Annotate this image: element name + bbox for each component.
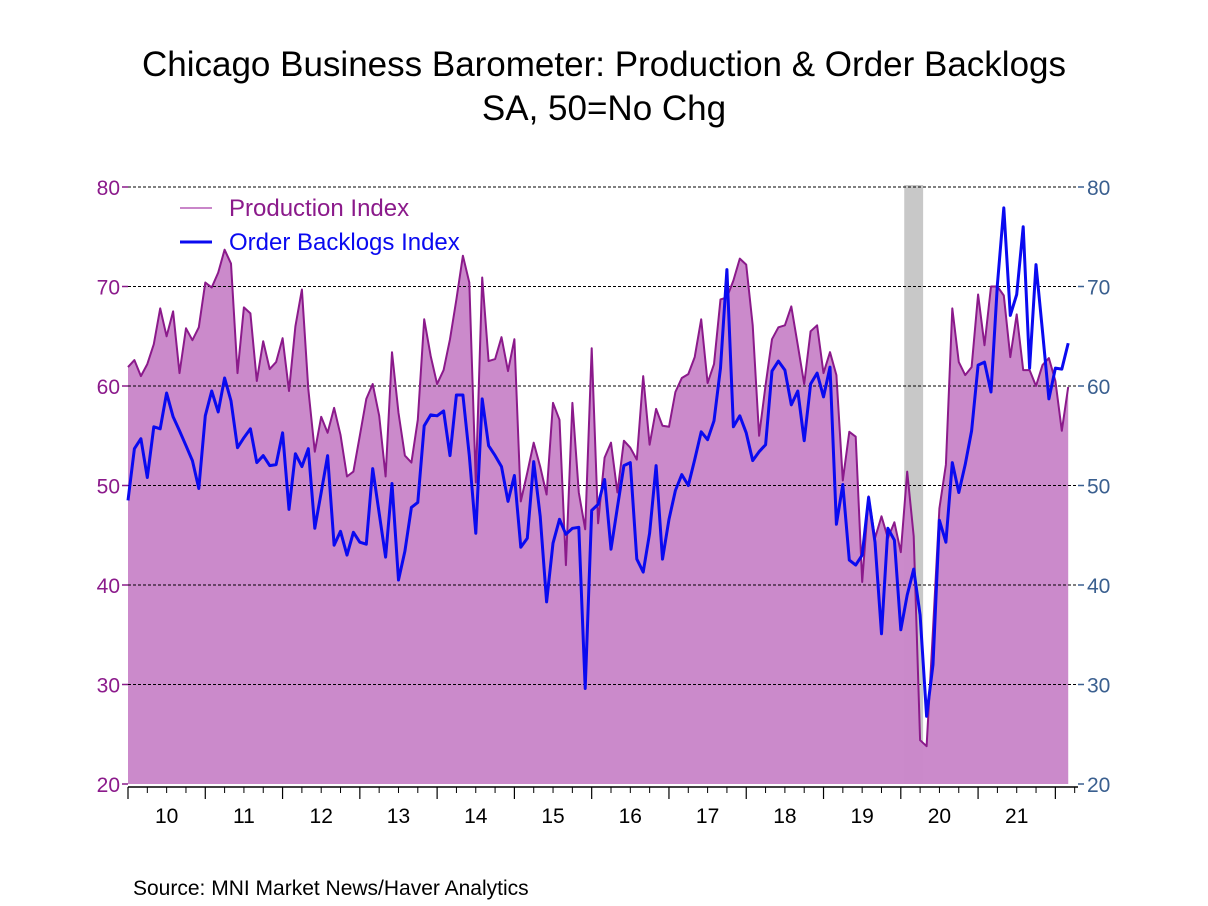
x-tick-label: 12 (310, 805, 333, 828)
x-tick-label: 16 (619, 805, 642, 828)
y-right-tick-label: 40 (1087, 575, 1110, 598)
x-tick-label: 14 (464, 805, 488, 828)
y-left-tick-label: 20 (97, 774, 120, 797)
legend: Production Index Order Backlogs Index (180, 195, 460, 256)
axes: 10 11 12 13 14 15 16 17 18 19 20 21 20 20 30 30 40 40 50 50… (97, 177, 1111, 828)
y-right-tick-label: 20 (1087, 774, 1110, 797)
y-left-tick-label: 70 (97, 277, 120, 300)
y-right-tick-label: 70 (1087, 277, 1110, 300)
y-right-tick-label: 50 (1087, 476, 1110, 499)
x-tick-label: 11 (233, 805, 255, 828)
y-left-tick-label: 80 (97, 177, 120, 200)
production-area-fill (128, 249, 1069, 784)
x-tick-label: 18 (773, 805, 796, 828)
x-tick-label: 20 (928, 805, 951, 828)
y-right-tick-label: 80 (1087, 177, 1110, 200)
x-tick-label: 19 (850, 805, 873, 828)
y-left-tick-label: 40 (97, 575, 120, 598)
legend-label-order-backlogs: Order Backlogs Index (229, 229, 460, 256)
y-left-tick-label: 60 (97, 376, 120, 399)
x-tick-label: 15 (541, 805, 564, 828)
x-tick-label: 13 (387, 805, 410, 828)
x-tick-label: 10 (155, 805, 178, 828)
legend-label-production: Production Index (229, 195, 409, 222)
x-tick-label: 21 (1005, 805, 1028, 828)
y-left-tick-label: 30 (97, 675, 120, 698)
x-tick-label: 17 (696, 805, 719, 828)
y-right-tick-label: 60 (1087, 376, 1110, 399)
chart-title: Chicago Business Barometer: Production &… (142, 45, 1066, 84)
y-right-tick-label: 30 (1087, 675, 1110, 698)
series-lines (126, 206, 1070, 748)
source-note: Source: MNI Market News/Haver Analytics (133, 877, 529, 900)
y-left-tick-label: 50 (97, 476, 120, 499)
chart-subtitle: SA, 50=No Chg (482, 89, 726, 128)
production-area-layer (128, 249, 1069, 784)
